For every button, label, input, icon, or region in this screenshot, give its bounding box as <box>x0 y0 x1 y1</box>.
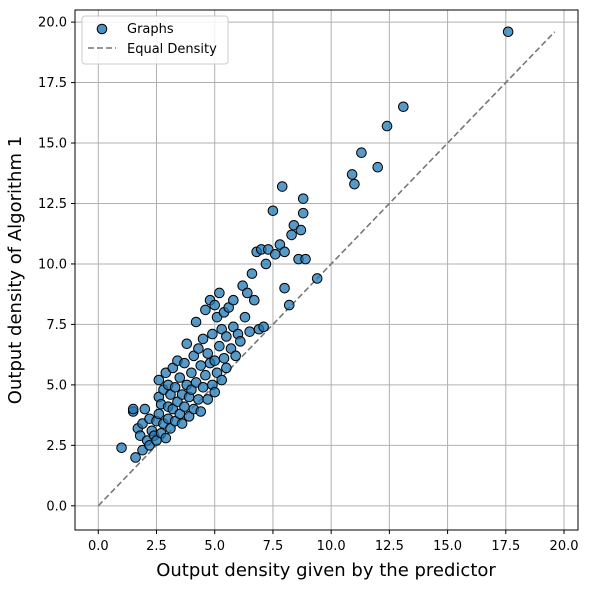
scatter-point <box>190 316 202 328</box>
y-tick-label: 17.5 <box>38 76 67 91</box>
scatter-point <box>193 343 204 354</box>
scatter-point <box>228 294 239 306</box>
scatter-point <box>209 355 221 366</box>
y-tick-label: 0.0 <box>46 499 67 514</box>
scatter-point <box>398 101 409 113</box>
scatter-point <box>242 287 253 299</box>
legend: Graphs Equal Density <box>81 15 229 65</box>
scatter-point <box>207 328 218 340</box>
axis-ticks: 0.0 2.5 5.0 7.5 10.0 12.5 15.0 17.5 20.0 0.0 2.5 5.… <box>38 16 578 554</box>
scatter-point <box>221 331 232 342</box>
scatter-point <box>179 401 190 412</box>
scatter-point <box>279 246 290 258</box>
y-tick-label: 7.5 <box>46 318 67 333</box>
scatter-point <box>279 282 290 294</box>
scatter-point <box>127 403 139 415</box>
y-axis-label: Output density of Algorithm 1 <box>5 136 26 404</box>
legend-label-equal-density: Equal Density <box>127 42 217 57</box>
y-tick-label: 2.5 <box>46 439 67 454</box>
scatter-point <box>181 338 193 350</box>
scatter-point <box>311 273 323 284</box>
y-tick-label: 10.0 <box>38 257 67 272</box>
scatter-point <box>200 369 211 381</box>
scatter-point <box>269 248 281 260</box>
scatter-point <box>276 181 288 192</box>
scatter-point <box>174 372 186 383</box>
x-tick-label: 12.5 <box>375 539 404 554</box>
scatter-point <box>235 336 246 347</box>
x-tick-label: 17.5 <box>491 539 520 554</box>
scatter-point <box>295 224 307 236</box>
scatter-point <box>130 452 141 463</box>
scatter-point <box>160 432 172 444</box>
y-tick-label: 20.0 <box>38 16 67 31</box>
x-tick-label: 20.0 <box>550 539 579 554</box>
scatter-point <box>200 304 211 316</box>
scatter-point <box>116 442 127 454</box>
x-tick-label: 7.5 <box>263 539 284 554</box>
scatter-points <box>116 26 514 463</box>
x-tick-label: 15.0 <box>433 539 462 554</box>
legend-label-graphs: Graphs <box>127 22 174 37</box>
scatter-point <box>300 253 311 265</box>
scatter-point <box>209 386 221 398</box>
scatter-point <box>239 311 251 323</box>
scatter-point <box>214 287 225 299</box>
scatter-point <box>230 350 241 362</box>
x-tick-label: 2.5 <box>146 539 167 554</box>
scatter-point <box>216 374 228 386</box>
scatter-point <box>249 294 260 306</box>
scatter-point <box>195 406 207 417</box>
legend-marker-graphs <box>96 23 108 35</box>
scatter-point <box>169 382 181 393</box>
scatter-point <box>297 193 309 204</box>
scatter-point <box>283 299 295 311</box>
scatter-point <box>186 367 197 379</box>
scatter-point <box>346 169 358 180</box>
x-tick-label: 10.0 <box>317 539 346 554</box>
scatter-point <box>349 178 360 190</box>
scatter-point <box>179 357 190 369</box>
scatter-point <box>260 258 272 270</box>
scatter-point <box>153 408 165 420</box>
scatter-point <box>246 268 258 279</box>
scatter-point <box>502 26 514 38</box>
x-tick-label: 5.0 <box>204 539 225 554</box>
scatter-point <box>244 326 255 337</box>
scatter-point <box>221 362 232 374</box>
y-tick-label: 12.5 <box>38 197 67 212</box>
plot-frame <box>74 9 579 531</box>
scatter-point <box>195 360 207 371</box>
grid-lines <box>75 10 578 530</box>
scatter-point <box>202 348 214 359</box>
y-tick-label: 5.0 <box>46 378 67 393</box>
scatter-point <box>372 161 384 173</box>
scatter-point <box>209 299 221 311</box>
y-tick-label: 15.0 <box>38 137 67 152</box>
scatter-point <box>139 403 151 415</box>
scatter-point <box>218 352 230 364</box>
scatter-point <box>153 374 165 386</box>
x-tick-label: 0.0 <box>88 539 109 554</box>
legend-box <box>81 15 229 65</box>
scatter-point <box>258 321 269 333</box>
scatter-point <box>381 120 393 132</box>
x-axis-label: Output density given by the predictor <box>156 560 496 581</box>
scatter-point <box>176 418 188 429</box>
scatter-point <box>197 382 209 393</box>
scatter-point <box>356 147 367 158</box>
scatter-point <box>286 229 297 241</box>
scatter-point <box>197 333 209 345</box>
scatter-point <box>297 207 309 219</box>
scatter-point <box>214 340 225 352</box>
scatter-point <box>267 205 279 217</box>
scatter-point <box>193 394 204 405</box>
scatter-point <box>202 394 214 405</box>
